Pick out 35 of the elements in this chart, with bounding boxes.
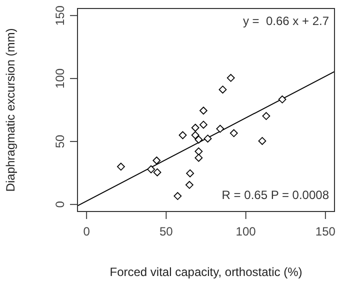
- point: [152, 156, 161, 164]
- x-tick-label: 50: [160, 224, 174, 239]
- x-axis-title: Forced vital capacity, orthostatic (%): [110, 265, 302, 279]
- point: [191, 124, 200, 132]
- point: [194, 154, 203, 162]
- point: [153, 168, 162, 176]
- y-tick-label: 50: [53, 134, 67, 148]
- point: [230, 129, 238, 138]
- y-tick-label: 100: [53, 68, 67, 89]
- x-tick-label: 100: [236, 224, 256, 239]
- point: [185, 180, 194, 189]
- annotation: y = 0.66 x + 2.7: [242, 14, 329, 28]
- point: [117, 162, 125, 171]
- point: [204, 134, 212, 143]
- point: [147, 165, 156, 174]
- x-tick-label: 0: [83, 224, 90, 239]
- y-tick-label: 0: [53, 200, 67, 208]
- annotation: R = 0.65 P = 0.0008: [222, 188, 329, 202]
- point: [194, 147, 203, 156]
- point: [200, 120, 208, 129]
- point: [178, 131, 187, 140]
- point: [191, 131, 200, 140]
- point: [216, 124, 224, 133]
- point: [278, 95, 286, 104]
- x-tick-label: 150: [315, 224, 336, 239]
- point: [200, 106, 208, 115]
- y-axis-title: Diaphragmatic excursion (mm): [3, 28, 18, 192]
- point: [262, 112, 270, 120]
- point: [194, 136, 203, 144]
- point: [258, 137, 266, 145]
- point: [174, 192, 182, 200]
- point: [186, 169, 194, 178]
- point: [226, 74, 235, 82]
- y-tick-label: 150: [53, 5, 67, 26]
- point: [218, 86, 227, 94]
